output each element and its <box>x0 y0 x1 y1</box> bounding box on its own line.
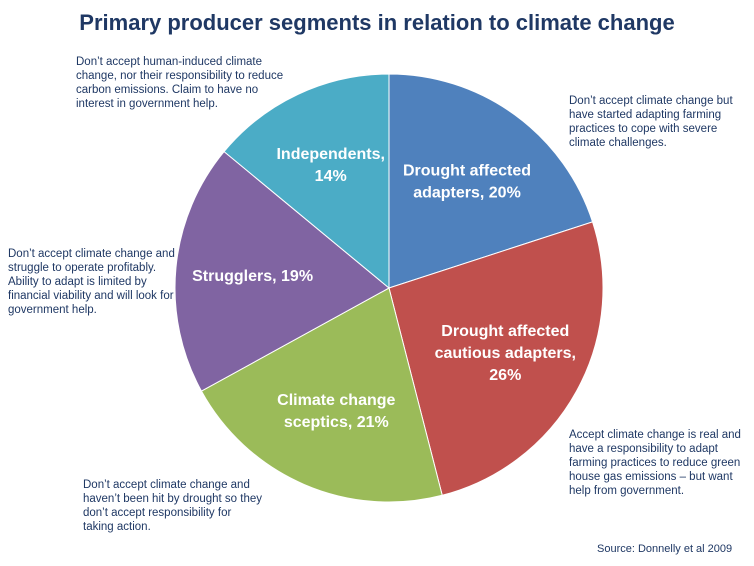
chart-title: Primary producer segments in relation to… <box>79 10 675 35</box>
slice-label-strugglers: Strugglers, 19% <box>192 268 313 285</box>
sceptics-description: Don’t accept climate change and haven’t … <box>83 479 263 533</box>
slice-label-sceptics: Climate change sceptics, 21% <box>277 392 395 431</box>
cautious-adapters-description: Accept climate change is real and have a… <box>569 429 741 497</box>
pie-slice-independents <box>223 73 390 290</box>
slice-label-drought-adapters: Drought affected adapters, 20% <box>403 163 531 202</box>
drought-adapters-description: Don’t accept climate change but have sta… <box>569 95 733 149</box>
pie-slice-strugglers <box>174 150 390 392</box>
independents-description: Don’t accept human-induced climate chang… <box>76 56 284 110</box>
slice-label-independents: Independents, 14% <box>276 146 384 185</box>
strugglers-description: Don’t accept climate change and struggle… <box>8 248 175 316</box>
slice-label-cautious-adapters: Drought affected cautious adapters, 26% <box>435 323 576 384</box>
pie-slice-cautious-adapters <box>388 221 604 496</box>
source-note: Source: Donnelly et al 2009 <box>597 543 733 555</box>
pie-slice-drought-adapters <box>388 73 594 289</box>
pie-slice-sceptics <box>200 287 443 503</box>
